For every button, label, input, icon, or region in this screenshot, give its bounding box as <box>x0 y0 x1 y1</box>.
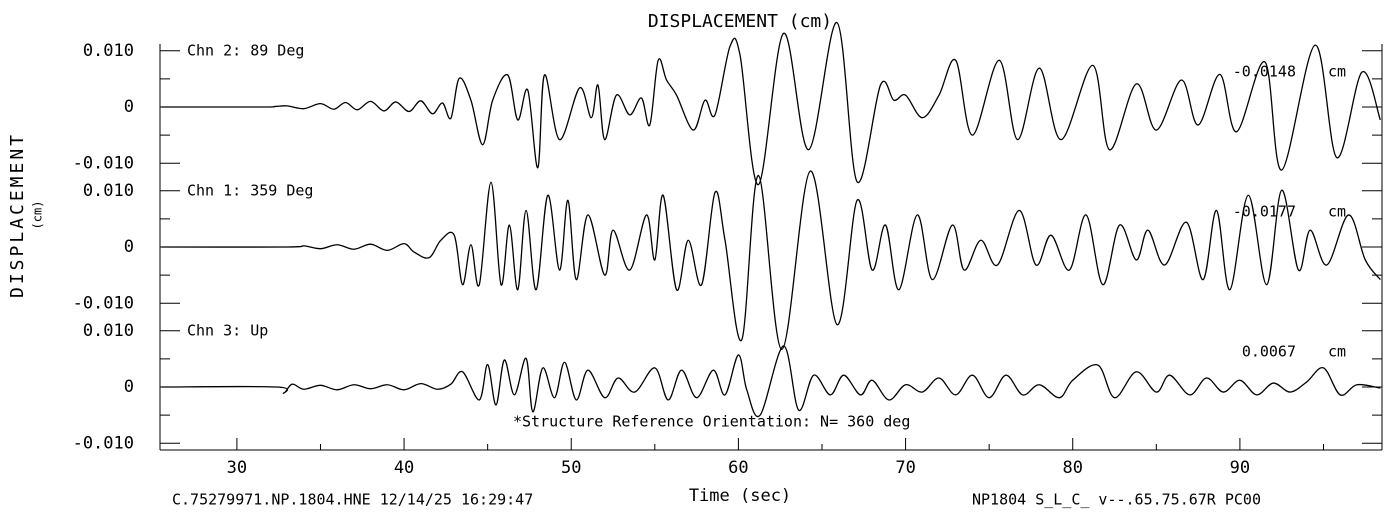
y-tick-label: 0.010 <box>83 41 134 61</box>
peak-value: -0.0148 <box>1233 63 1296 81</box>
trace <box>161 170 1381 351</box>
x-tick-label: 60 <box>728 458 748 478</box>
footer-right: NP1804 S_L_C_ v--.65.75.67R PC00 <box>972 491 1261 509</box>
x-tick-label: 80 <box>1062 458 1082 478</box>
x-tick-label: 30 <box>227 458 247 478</box>
trace <box>161 345 1381 418</box>
y-tick-label: -0.010 <box>73 433 134 453</box>
x-tick-label: 50 <box>561 458 581 478</box>
x-tick-label: 90 <box>1230 458 1250 478</box>
peak-unit: cm <box>1328 63 1346 81</box>
trace <box>161 21 1381 186</box>
channel-label: Chn 1: 359 Deg <box>187 182 313 200</box>
peak-unit: cm <box>1328 203 1346 221</box>
annotation: *Structure Reference Orientation: N= 360… <box>513 413 910 431</box>
x-axis-label: Time (sec) <box>689 486 791 506</box>
channel-label: Chn 2: 89 Deg <box>187 42 304 60</box>
y-tick-label: 0.010 <box>83 321 134 341</box>
y-tick-label: 0 <box>124 237 134 257</box>
x-tick-label: 40 <box>394 458 414 478</box>
y-axis-unit: (cm) <box>31 201 45 230</box>
peak-unit: cm <box>1328 343 1346 361</box>
y-tick-label: -0.010 <box>73 293 134 313</box>
chart-title: DISPLACEMENT (cm) <box>648 11 832 32</box>
channel-label: Chn 3: Up <box>187 322 268 340</box>
peak-value: 0.0067 <box>1242 343 1296 361</box>
peak-value: -0.0177 <box>1233 203 1296 221</box>
footer-left: C.75279971.NP.1804.HNE 12/14/25 16:29:47 <box>172 491 533 509</box>
y-axis-label: DISPLACEMENT <box>7 132 28 298</box>
y-tick-label: 0.010 <box>83 181 134 201</box>
x-tick-label: 70 <box>895 458 915 478</box>
y-tick-label: -0.010 <box>73 153 134 173</box>
y-tick-label: 0 <box>124 377 134 397</box>
y-tick-label: 0 <box>124 97 134 117</box>
